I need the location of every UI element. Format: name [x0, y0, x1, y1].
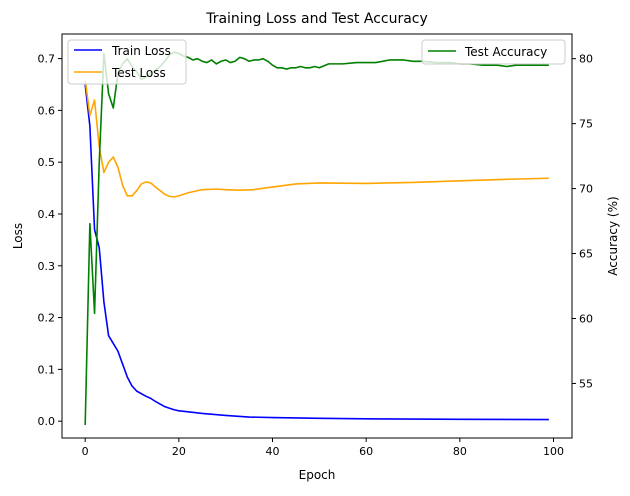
legend-left: Train Loss Test Loss [67, 39, 187, 85]
y-tick-label: 0.3 [38, 260, 56, 273]
y-axis-right: 55 60 65 70 75 80 [572, 53, 593, 390]
y-tick-label: 0.0 [38, 415, 56, 428]
legend-right: Test Accuracy [421, 39, 566, 65]
plot-lines [84, 51, 549, 426]
y-right-tick-label: 80 [579, 53, 593, 66]
legend-left-box [67, 39, 187, 85]
y-tick-label: 0.1 [38, 363, 56, 376]
legend-train-loss-label: Train Loss [111, 44, 171, 58]
series-line-test-accuracy [84, 51, 549, 426]
y-right-tick-label: 60 [579, 312, 593, 325]
y-right-tick-label: 65 [579, 248, 593, 261]
y-right-tick-label: 75 [579, 118, 593, 131]
legend-test-accuracy-label: Test Accuracy [464, 45, 547, 59]
chart-title: Training Loss and Test Accuracy [205, 11, 428, 27]
y-tick-label: 0.6 [38, 104, 56, 117]
x-axis-label: Epoch [299, 468, 336, 482]
x-tick-label: 20 [172, 445, 186, 458]
y-axis-left: 0.0 0.1 0.2 0.3 0.4 0.5 0.6 0.7 [38, 53, 62, 428]
plot-frame [61, 33, 573, 439]
legend-test-loss-label: Test Loss [111, 66, 166, 80]
y-tick-label: 0.5 [38, 156, 56, 169]
x-tick-label: 0 [82, 445, 89, 458]
y-tick-label: 0.4 [38, 208, 56, 221]
series-line-test-loss [84, 79, 549, 198]
y-axis-right-label: Accuracy (%) [606, 196, 620, 275]
legend-right-box [421, 39, 566, 65]
series-line-train-loss [84, 84, 549, 421]
y-axis-label: Loss [11, 223, 25, 249]
y-right-tick-label: 70 [579, 183, 593, 196]
y-tick-label: 0.2 [38, 312, 56, 325]
x-tick-label: 100 [543, 445, 564, 458]
x-axis: 0 20 40 60 80 100 [82, 438, 564, 458]
x-tick-label: 40 [266, 445, 280, 458]
y-tick-label: 0.7 [38, 53, 56, 66]
y-right-tick-label: 55 [579, 377, 593, 390]
x-tick-label: 60 [359, 445, 373, 458]
x-tick-label: 80 [453, 445, 467, 458]
